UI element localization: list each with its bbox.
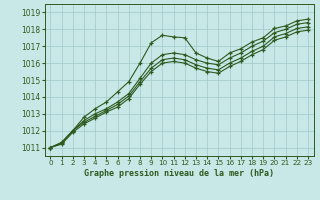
X-axis label: Graphe pression niveau de la mer (hPa): Graphe pression niveau de la mer (hPa) xyxy=(84,169,274,178)
